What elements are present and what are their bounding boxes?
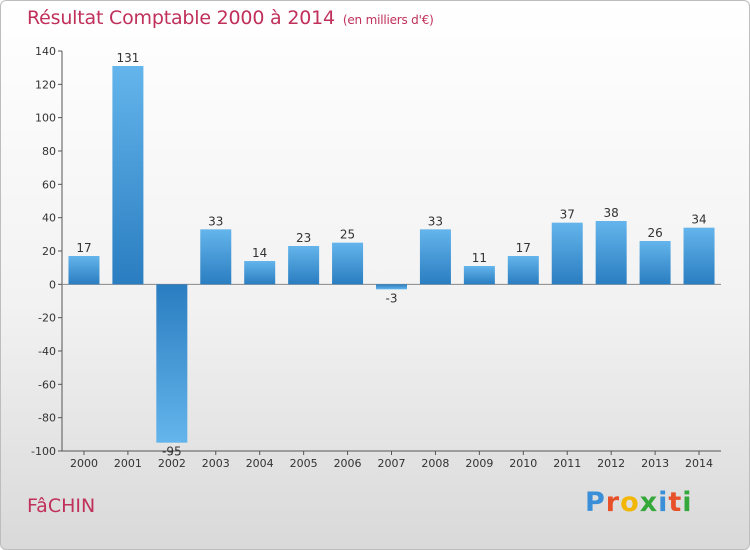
y-tick-label: 20: [42, 245, 56, 258]
bar: [156, 284, 188, 443]
x-tick-label: 2014: [685, 457, 713, 470]
bar: [419, 229, 451, 285]
logo-letter: i: [682, 487, 693, 518]
data-label: 23: [296, 231, 311, 245]
x-tick-label: 2005: [290, 457, 318, 470]
commune-name: FâCHIN: [27, 495, 96, 517]
chart-subtitle: (en milliers d'€): [342, 13, 434, 27]
data-label: 17: [516, 241, 531, 255]
bar: [683, 227, 715, 285]
data-label: 26: [647, 226, 662, 240]
data-label: 37: [560, 208, 575, 222]
bar: [595, 221, 627, 285]
data-label: -3: [386, 291, 398, 305]
bar: [244, 261, 276, 285]
x-tick-label: 2007: [378, 457, 406, 470]
x-tick-label: 2008: [421, 457, 449, 470]
x-tick-label: 2009: [465, 457, 493, 470]
y-tick-label: 60: [42, 178, 56, 191]
y-tick-label: -100: [31, 445, 56, 458]
y-tick-label: 120: [35, 78, 56, 91]
data-label: 11: [472, 251, 487, 265]
x-tick-label: 2010: [509, 457, 537, 470]
proxiti-logo[interactable]: Proxiti: [585, 487, 693, 518]
y-tick-label: -20: [38, 312, 56, 325]
x-tick-label: 2003: [202, 457, 230, 470]
x-tick-label: 2002: [158, 457, 186, 470]
bar: [507, 256, 539, 285]
y-tick-label: 140: [35, 45, 56, 58]
logo-letter: x: [639, 487, 659, 518]
bar: [639, 241, 671, 285]
chart-title: Résultat Comptable 2000 à 2014 (en millie…: [27, 7, 434, 29]
data-label: 33: [208, 214, 223, 228]
x-tick-label: 2012: [597, 457, 625, 470]
bar: [200, 229, 232, 285]
bar: [332, 242, 364, 285]
bar: [288, 246, 320, 285]
data-label: 17: [76, 241, 91, 255]
logo-letter: r: [605, 487, 621, 518]
logo-letter: t: [668, 487, 683, 518]
data-label: 131: [116, 51, 139, 65]
data-label: 14: [252, 246, 267, 260]
data-label: 33: [428, 214, 443, 228]
x-tick-label: 2013: [641, 457, 669, 470]
y-tick-label: -60: [38, 378, 56, 391]
logo-letter: o: [620, 487, 640, 518]
x-tick-label: 2006: [334, 457, 362, 470]
bar: [68, 256, 100, 285]
data-label: 25: [340, 228, 355, 242]
bar: [463, 266, 495, 285]
bar: [551, 222, 583, 285]
y-tick-label: 40: [42, 212, 56, 225]
data-label: 34: [691, 213, 706, 227]
logo-letter: i: [658, 487, 669, 518]
data-label: 38: [604, 206, 619, 220]
x-tick-label: 2004: [246, 457, 274, 470]
x-tick-label: 2000: [70, 457, 98, 470]
y-tick-label: 80: [42, 145, 56, 158]
x-tick-label: 2011: [553, 457, 581, 470]
y-tick-label: -40: [38, 345, 56, 358]
bar: [112, 66, 144, 285]
y-tick-label: 0: [49, 278, 56, 291]
y-tick-label: -80: [38, 412, 56, 425]
logo-letter: P: [585, 487, 606, 518]
bar: [376, 284, 407, 290]
x-tick-label: 2001: [114, 457, 142, 470]
y-tick-label: 100: [35, 112, 56, 125]
data-label: -95: [162, 445, 182, 459]
